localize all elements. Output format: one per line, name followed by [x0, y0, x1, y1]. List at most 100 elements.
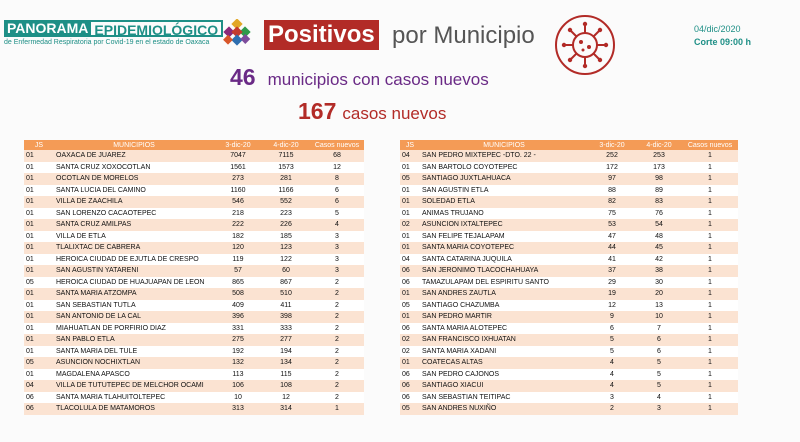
cell-js: 01 [400, 288, 420, 300]
table-row: 01 SAN PABLO ETLA 275 277 2 [24, 334, 364, 346]
cell-municipio: VILLA DE TUTUTEPEC DE MELCHOR OCAMI [54, 380, 214, 392]
cell-casos-nuevos: 1 [682, 299, 738, 311]
cell-js: 01 [24, 242, 54, 254]
cell-js: 06 [400, 391, 420, 403]
table-left: JS MUNICIPIOS 3-dic-20 4-dic-20 Casos nu… [24, 140, 364, 415]
report-cutoff-time: Corte 09:00 h [694, 37, 752, 47]
cell-casos-nuevos: 1 [682, 403, 738, 415]
header-municipios: MUNICIPIOS [420, 140, 588, 150]
cell-3-dic: 119 [214, 253, 262, 265]
cell-municipio: VILLA DE ZAACHILA [54, 196, 214, 208]
table-row: 01 ANIMAS TRUJANO 75 76 1 [400, 207, 738, 219]
cell-casos-nuevos: 1 [682, 368, 738, 380]
cell-4-dic: 115 [262, 368, 310, 380]
cell-4-dic: 5 [636, 357, 682, 369]
cell-casos-nuevos: 12 [310, 161, 364, 173]
header-casos-nuevos: Casos nuevos [682, 140, 738, 150]
cell-4-dic: 48 [636, 230, 682, 242]
cell-casos-nuevos: 4 [310, 219, 364, 231]
table-row: 01 MAGDALENA APASCO 113 115 2 [24, 368, 364, 380]
table-row: 05 SAN ANDRES NUXIÑO 2 3 1 [400, 403, 738, 415]
casos-count: 167 [298, 98, 337, 124]
cell-casos-nuevos: 1 [682, 276, 738, 288]
cell-js: 01 [24, 207, 54, 219]
cell-js: 01 [24, 311, 54, 323]
cell-3-dic: 396 [214, 311, 262, 323]
cell-casos-nuevos: 2 [310, 380, 364, 392]
table-row: 01 SAN ANTONIO DE LA CAL 396 398 2 [24, 311, 364, 323]
cell-municipio: SAN PEDRO MARTIR [420, 311, 588, 323]
cell-municipio: HEROICA CIUDAD DE EJUTLA DE CRESPO [54, 253, 214, 265]
cell-3-dic: 192 [214, 345, 262, 357]
cell-4-dic: 253 [636, 150, 682, 162]
cell-js: 06 [400, 380, 420, 392]
header-3-dic: 3-dic-20 [214, 140, 262, 150]
table-row: 01 SAN LORENZO CACAOTEPEC 218 223 5 [24, 207, 364, 219]
cell-js: 01 [24, 230, 54, 242]
cell-municipio: SAN LORENZO CACAOTEPEC [54, 207, 214, 219]
cell-casos-nuevos: 1 [682, 242, 738, 254]
cell-4-dic: 314 [262, 403, 310, 415]
cell-municipio: MIAHUATLAN DE PORFIRIO DIAZ [54, 322, 214, 334]
table-row: 02 SANTA MARIA XADANI 5 6 1 [400, 345, 738, 357]
cell-3-dic: 47 [588, 230, 636, 242]
cell-js: 01 [24, 150, 54, 162]
cell-js: 05 [400, 173, 420, 185]
cell-municipio: VILLA DE ETLA [54, 230, 214, 242]
table-row: 01 TLALIXTAC DE CABRERA 120 123 3 [24, 242, 364, 254]
cell-municipio: SAN ANDRES NUXIÑO [420, 403, 588, 415]
header-3-dic: 3-dic-20 [588, 140, 636, 150]
cell-js: 05 [400, 403, 420, 415]
table-row: 06 SANTA MARIA ALOTEPEC 6 7 1 [400, 322, 738, 334]
table-row: 01 SAN PEDRO MARTIR 9 10 1 [400, 311, 738, 323]
cell-3-dic: 7047 [214, 150, 262, 162]
cell-municipio: SANTA MARIA XADANI [420, 345, 588, 357]
cell-casos-nuevos: 2 [310, 391, 364, 403]
summary-municipios: 46 municipios con casos nuevos [230, 64, 489, 91]
cell-3-dic: 865 [214, 276, 262, 288]
cell-3-dic: 4 [588, 357, 636, 369]
brand-panorama: PANORAMA [4, 20, 92, 37]
cell-4-dic: 108 [262, 380, 310, 392]
cell-js: 06 [400, 322, 420, 334]
cell-casos-nuevos: 1 [682, 334, 738, 346]
cell-casos-nuevos: 1 [682, 184, 738, 196]
cell-casos-nuevos: 2 [310, 322, 364, 334]
table-right: JS MUNICIPIOS 3-dic-20 4-dic-20 Casos nu… [400, 140, 738, 415]
table-row: 01 SAN SEBASTIAN TUTLA 409 411 2 [24, 299, 364, 311]
table-row: 01 SAN AGUSTIN ETLA 88 89 1 [400, 184, 738, 196]
cell-js: 05 [24, 276, 54, 288]
cell-js: 01 [24, 196, 54, 208]
table-row: 01 SAN BARTOLO COYOTEPEC 172 173 1 [400, 161, 738, 173]
brand-block: PANORAMA EPIDEMIOLÓGICO de Enfermedad Re… [4, 20, 224, 46]
cell-3-dic: 222 [214, 219, 262, 231]
table-row: 01 SAN AGUSTIN YATARENI 57 60 3 [24, 265, 364, 277]
cell-municipio: SAN JERONIMO TLACOCHAHUAYA [420, 265, 588, 277]
brand-subtitle: de Enfermedad Respiratoria por Covid-19 … [4, 39, 210, 46]
cell-4-dic: 10 [636, 311, 682, 323]
cell-js: 01 [24, 368, 54, 380]
table-row: 01 SANTA LUCIA DEL CAMINO 1160 1166 6 [24, 184, 364, 196]
cell-casos-nuevos: 1 [682, 173, 738, 185]
brand-title: PANORAMA EPIDEMIOLÓGICO [4, 20, 224, 38]
cell-4-dic: 1166 [262, 184, 310, 196]
cell-3-dic: 5 [588, 345, 636, 357]
cell-municipio: TLALIXTAC DE CABRERA [54, 242, 214, 254]
cell-3-dic: 37 [588, 265, 636, 277]
cell-js: 01 [24, 161, 54, 173]
cell-casos-nuevos: 1 [682, 357, 738, 369]
cell-4-dic: 122 [262, 253, 310, 265]
cell-3-dic: 331 [214, 322, 262, 334]
table-row: 01 SANTA CRUZ XOXOCOTLAN 1561 1573 12 [24, 161, 364, 173]
table-row: 01 SOLEDAD ETLA 82 83 1 [400, 196, 738, 208]
cell-3-dic: 106 [214, 380, 262, 392]
cell-3-dic: 12 [588, 299, 636, 311]
virus-icon [555, 15, 615, 75]
cell-municipio: SANTA MARIA ATZOMPA [54, 288, 214, 300]
cell-4-dic: 89 [636, 184, 682, 196]
cell-4-dic: 42 [636, 253, 682, 265]
cell-municipio: MAGDALENA APASCO [54, 368, 214, 380]
cell-3-dic: 172 [588, 161, 636, 173]
table-row: 06 SAN SEBASTIAN TEITIPAC 3 4 1 [400, 391, 738, 403]
cell-municipio: SAN AGUSTIN ETLA [420, 184, 588, 196]
